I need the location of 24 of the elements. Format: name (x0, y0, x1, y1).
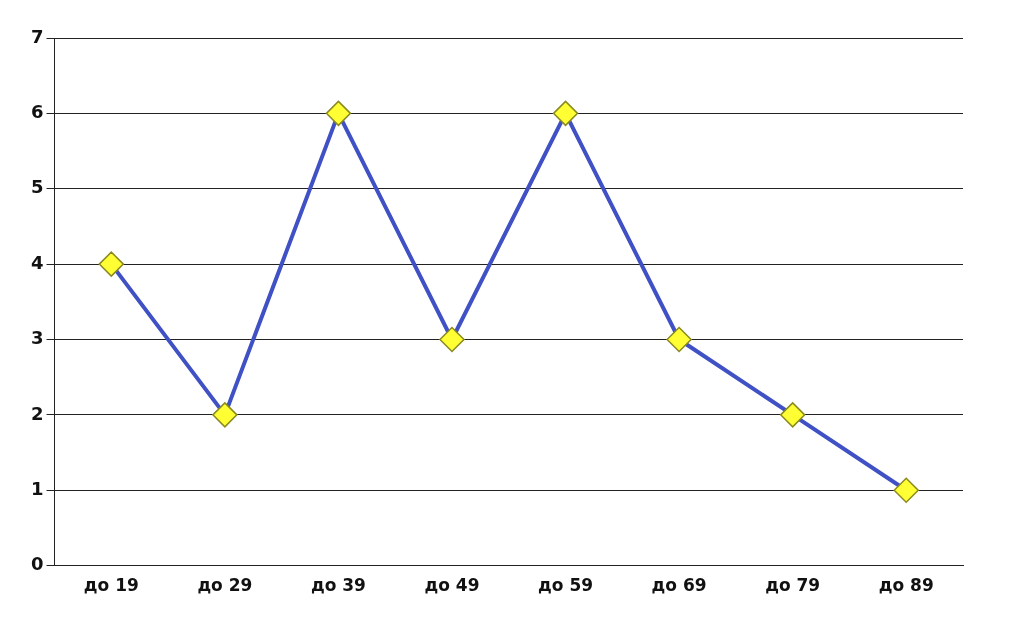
y-tick-label: 7 (30, 25, 44, 47)
y-tick-label: 6 (30, 101, 44, 123)
x-tick-label: до 49 (424, 575, 480, 596)
point (439, 326, 465, 353)
y-tick-label: 5 (30, 176, 44, 198)
point (779, 402, 806, 428)
y-tick-label: 4 (30, 251, 44, 273)
x-tick-label: до 59 (538, 575, 594, 596)
y-tick-label: 3 (30, 327, 44, 349)
x-tick-label: до 69 (651, 575, 707, 596)
x-tick-label: до 39 (310, 575, 366, 596)
x-tick-label: до 19 (83, 575, 139, 596)
y-tick-label: 2 (30, 402, 44, 424)
point (666, 326, 692, 353)
y-tick-label: 0 (30, 553, 44, 575)
point (552, 100, 579, 127)
point (325, 100, 352, 127)
x-tick-label: до 29 (197, 575, 253, 596)
point (212, 402, 238, 428)
y-tick-label: 1 (30, 477, 44, 499)
x-tick-label: до 79 (765, 575, 821, 596)
point (893, 477, 919, 503)
point (98, 251, 125, 277)
x-tick-label: до 89 (878, 575, 934, 596)
